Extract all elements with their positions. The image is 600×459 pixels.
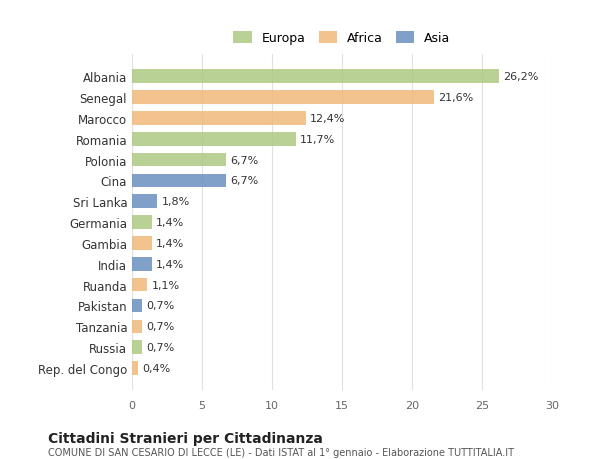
Bar bbox=[132, 174, 226, 188]
Bar bbox=[132, 70, 499, 84]
Text: 0,7%: 0,7% bbox=[146, 322, 174, 331]
Legend: Europa, Africa, Asia: Europa, Africa, Asia bbox=[230, 28, 454, 49]
Text: 0,7%: 0,7% bbox=[146, 301, 174, 311]
Text: 1,4%: 1,4% bbox=[156, 238, 184, 248]
Bar bbox=[132, 112, 305, 125]
Text: COMUNE DI SAN CESARIO DI LECCE (LE) - Dati ISTAT al 1° gennaio - Elaborazione TU: COMUNE DI SAN CESARIO DI LECCE (LE) - Da… bbox=[48, 448, 514, 458]
Text: 12,4%: 12,4% bbox=[310, 114, 345, 123]
Bar bbox=[132, 299, 142, 313]
Bar bbox=[132, 320, 142, 333]
Text: 1,4%: 1,4% bbox=[156, 259, 184, 269]
Text: 6,7%: 6,7% bbox=[230, 176, 258, 186]
Bar bbox=[132, 361, 137, 375]
Bar bbox=[132, 153, 226, 167]
Bar bbox=[132, 257, 152, 271]
Text: Cittadini Stranieri per Cittadinanza: Cittadini Stranieri per Cittadinanza bbox=[48, 431, 323, 445]
Text: 0,7%: 0,7% bbox=[146, 342, 174, 353]
Bar bbox=[132, 237, 152, 250]
Bar bbox=[132, 341, 142, 354]
Text: 21,6%: 21,6% bbox=[439, 93, 474, 103]
Text: 6,7%: 6,7% bbox=[230, 155, 258, 165]
Bar bbox=[132, 278, 148, 292]
Text: 1,8%: 1,8% bbox=[161, 197, 190, 207]
Text: 26,2%: 26,2% bbox=[503, 72, 538, 82]
Text: 11,7%: 11,7% bbox=[300, 134, 335, 145]
Bar bbox=[132, 195, 157, 208]
Text: 1,1%: 1,1% bbox=[152, 280, 180, 290]
Bar bbox=[132, 216, 152, 230]
Text: 0,4%: 0,4% bbox=[142, 363, 170, 373]
Text: 1,4%: 1,4% bbox=[156, 218, 184, 228]
Bar bbox=[132, 133, 296, 146]
Bar bbox=[132, 91, 434, 105]
